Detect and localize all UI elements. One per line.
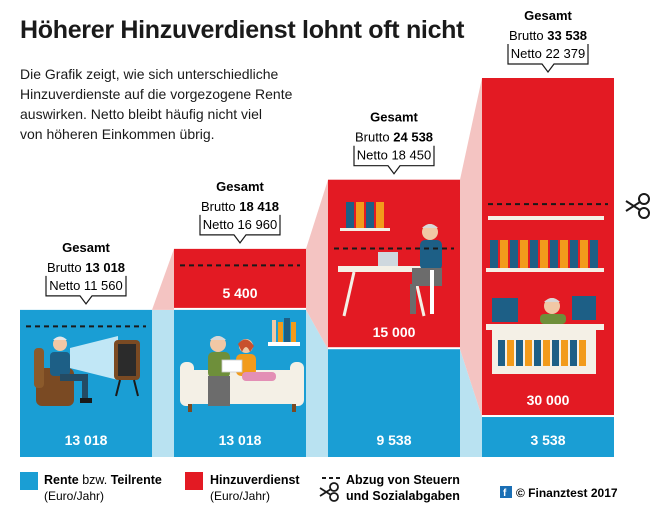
callout-bracket [507, 44, 589, 73]
desk-worker-illustration [338, 202, 442, 317]
legend-swatch-hinzuverdienst [185, 472, 203, 490]
value-label-rente: 13 018 [65, 432, 108, 448]
legend-sub-rente: (Euro/Jahr) [44, 489, 104, 503]
value-label-rente: 9 538 [376, 432, 411, 448]
bar-connectors [152, 78, 482, 457]
value-label-hinzuverdienst: 5 400 [222, 285, 257, 301]
callout-netto: Netto 16 960 [203, 217, 277, 232]
callout-brutto: Brutto 18 418 [201, 199, 279, 214]
bar-hinzuverdienst [174, 248, 306, 308]
legend-label-abzug-2: und Sozialabgaben [346, 489, 460, 503]
bar-rente [482, 417, 614, 457]
callout-brutto: Brutto 33 538 [509, 28, 587, 43]
intro-text: Die Grafik zeigt, wie sich unterschiedli… [20, 64, 310, 144]
callout-bracket [45, 275, 127, 305]
legend-label-abzug: Abzug von Steuern [346, 473, 460, 487]
legend-sub-hinzuverdienst: (Euro/Jahr) [210, 489, 270, 503]
callout-netto: Netto 22 379 [511, 46, 585, 61]
callout-brutto: Brutto 24 538 [355, 130, 433, 145]
callout-heading: Gesamt [524, 8, 572, 23]
copyright: © Finanztest 2017 [516, 486, 618, 500]
callout-netto: Netto 11 560 [49, 278, 122, 293]
callout-heading: Gesamt [216, 179, 264, 194]
intro-line: Die Grafik zeigt, wie sich unterschiedli… [20, 66, 279, 82]
value-label-rente: 13 018 [219, 432, 262, 448]
connector-rente [152, 309, 174, 457]
value-label-rente: 3 538 [530, 432, 565, 448]
callout-bracket [199, 214, 281, 244]
callout-heading: Gesamt [62, 240, 110, 255]
finanztest-logo-icon: f [500, 486, 512, 499]
intro-line: auswirken. Netto bleibt häufig nicht vie… [20, 106, 263, 122]
svg-text:f: f [503, 488, 507, 499]
connector-hinzuverdienst [460, 78, 482, 418]
legend-swatch-rente [20, 472, 38, 490]
value-labels: 13 018 13 018 5 400 9 538 15 000 3 538 30 000 [65, 285, 570, 448]
intro-line: Hinzuverdienste auf die vorgezogene Rent… [20, 86, 293, 102]
total-callouts: Gesamt Brutto 13 018 Netto 11 560 Gesamt Bru… [45, 8, 589, 305]
callout-netto: Netto 18 450 [357, 148, 431, 163]
legend-scissors-icon [319, 482, 339, 502]
callout-brutto: Brutto 13 018 [47, 260, 125, 275]
legend: Rente bzw. Teilrente (Euro/Jahr) Hinzuve… [20, 472, 618, 503]
legend-label-rente: Rente bzw. Teilrente [44, 473, 162, 487]
callout-bracket [353, 145, 435, 175]
page-title: Höherer Hinzuverdienst lohnt oft nicht [20, 16, 465, 44]
value-label-hinzuverdienst: 15 000 [373, 324, 416, 340]
office-worker-illustration [486, 216, 604, 374]
legend-label-hinzuverdienst: Hinzuverdienst [210, 473, 300, 487]
callout-heading: Gesamt [370, 110, 418, 125]
scissors-icon [625, 193, 650, 219]
value-label-hinzuverdienst: 30 000 [527, 392, 570, 408]
connector-rente [306, 309, 328, 457]
connector-hinzuverdienst [152, 248, 174, 310]
tv-viewer-illustration [34, 336, 140, 406]
couple-on-sofa-illustration [180, 318, 304, 412]
netto-lines [26, 203, 608, 328]
bar-rente [328, 349, 460, 457]
illustrations [34, 202, 604, 412]
connector-rente [460, 349, 482, 457]
connector-hinzuverdienst [306, 179, 328, 350]
intro-line: von höheren Einkommen übrig. [20, 126, 215, 142]
